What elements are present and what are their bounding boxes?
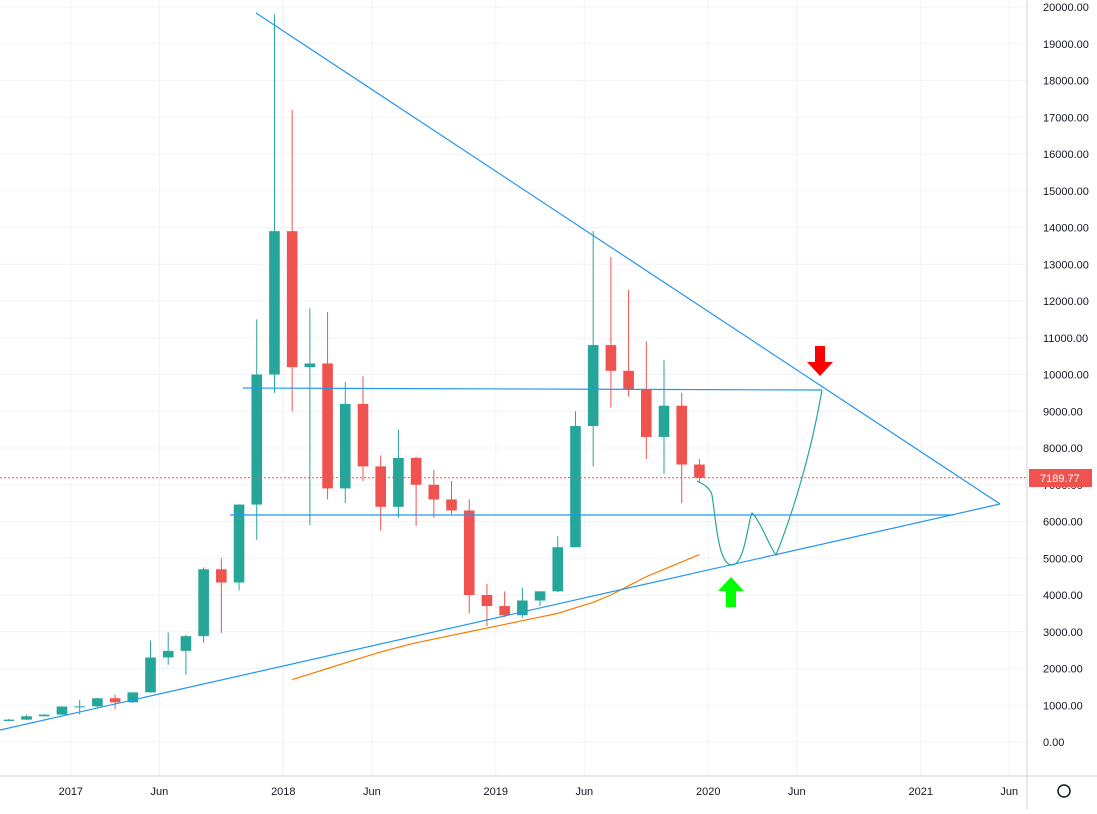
y-tick-label: 8000.00 (1043, 443, 1083, 455)
candle-body (658, 405, 670, 437)
up-arrow (718, 577, 744, 607)
candle-body (286, 231, 298, 368)
x-tick-label: 2021 (909, 786, 933, 798)
last-price-box (1029, 469, 1092, 487)
x-tick-label: 2018 (271, 786, 295, 798)
candle-body (3, 719, 15, 721)
y-tick-label: 3000.00 (1043, 627, 1083, 639)
candle-body (605, 345, 617, 371)
y-tick-label: 14000.00 (1043, 223, 1089, 235)
horizontal-line (242, 387, 823, 391)
y-tick-label: 1000.00 (1043, 700, 1083, 712)
candle-body (109, 698, 121, 703)
y-tick-label: 5000.00 (1043, 553, 1083, 565)
x-tick-label: Jun (363, 786, 381, 798)
candle-body (694, 464, 705, 478)
candle-body (38, 714, 50, 717)
candle-body (198, 569, 209, 637)
x-tick-label: Jun (788, 786, 806, 798)
y-tick-label: 12000.00 (1043, 296, 1089, 308)
candle-body (21, 716, 32, 720)
candle-body (552, 547, 564, 592)
y-tick-label: 2000.00 (1043, 664, 1083, 676)
y-tick-label: 13000.00 (1043, 259, 1089, 271)
x-tick-label: 2019 (484, 786, 508, 798)
candle-body (56, 706, 68, 715)
settings-icon[interactable] (1057, 784, 1071, 798)
candle-body (481, 595, 493, 607)
trend-line (0, 503, 1001, 731)
y-tick-label: 20000.00 (1043, 2, 1089, 14)
y-tick-label: 15000.00 (1043, 186, 1089, 198)
y-tick-label: 17000.00 (1043, 112, 1089, 124)
y-tick-label: 18000.00 (1043, 76, 1089, 88)
candle-body (92, 698, 103, 707)
candle-body (499, 606, 510, 616)
candle-body (428, 484, 440, 500)
candle-body (446, 499, 457, 511)
x-tick-label: Jun (150, 786, 168, 798)
x-tick-label: Jun (575, 786, 593, 798)
candle-body (162, 650, 174, 658)
candle-body (570, 425, 581, 548)
candle-body (587, 345, 599, 426)
trend-line (255, 12, 1001, 505)
candle-body (251, 374, 263, 505)
candle-body (233, 504, 245, 583)
drawings (0, 12, 1001, 731)
y-tick-label: 6000.00 (1043, 517, 1083, 529)
candle-body (74, 706, 85, 708)
candle-body (322, 363, 333, 489)
candle-body (517, 600, 528, 616)
moving-average (291, 554, 700, 681)
y-tick-label: 4000.00 (1043, 590, 1083, 602)
candle-body (269, 231, 280, 375)
candles (3, 14, 705, 722)
x-tick-label: Jun (1000, 786, 1018, 798)
x-tick-label: 2020 (696, 786, 720, 798)
candle-body (534, 591, 546, 601)
candle-body (216, 569, 227, 583)
y-tick-label: 19000.00 (1043, 39, 1089, 51)
last-price-label: 7189.77 (1040, 473, 1080, 485)
candle-body (357, 403, 369, 467)
y-tick-label: 9000.00 (1043, 406, 1083, 418)
candle-body (375, 466, 387, 507)
down-arrow (807, 346, 833, 376)
candle-body (127, 692, 139, 703)
axes: 0.00 1000.00 2000.00 3000.00 4000.00 5000.00 6… (59, 2, 1089, 798)
x-tick-label: 2017 (59, 786, 83, 798)
candle-body (145, 657, 156, 693)
candle-body (180, 636, 192, 651)
candle-body (463, 510, 475, 595)
y-tick-label: 11000.00 (1043, 333, 1088, 345)
candle-body (676, 405, 688, 465)
candle-body (304, 363, 316, 368)
candle-body (393, 457, 404, 507)
candle-body (410, 457, 422, 485)
projection-path (696, 389, 823, 566)
candle-body (623, 370, 634, 390)
y-tick-label: 16000.00 (1043, 149, 1089, 161)
y-tick-label: 10000.00 (1043, 370, 1089, 382)
y-tick-label: 0.00 (1043, 737, 1064, 749)
candle-body (339, 403, 351, 489)
candle-body (640, 389, 652, 437)
